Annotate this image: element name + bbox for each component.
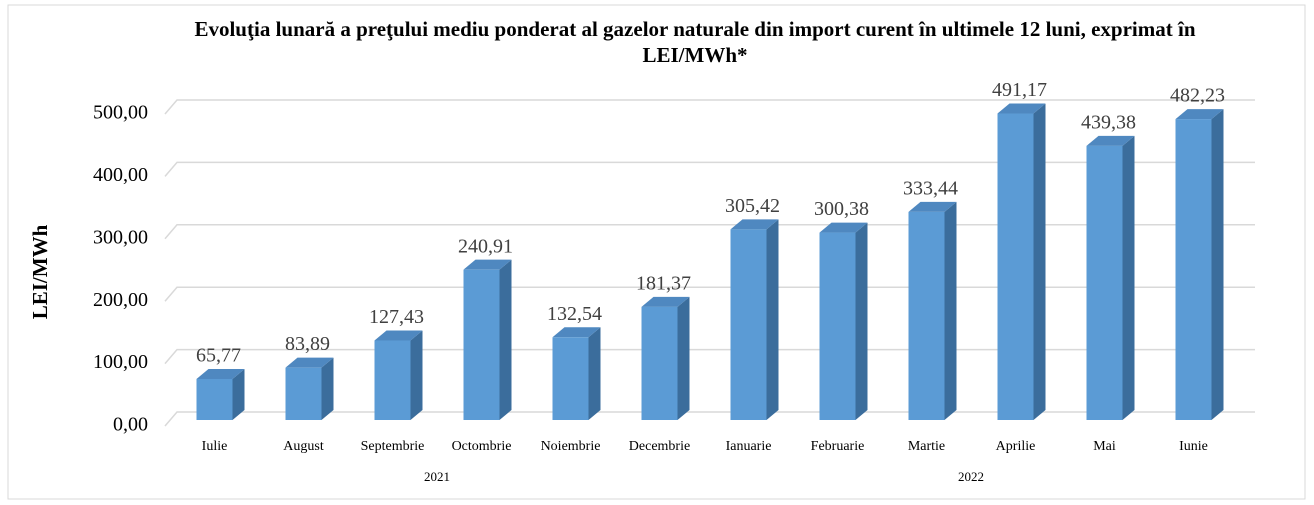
bar-side (321, 357, 334, 420)
bar-top (285, 357, 334, 368)
data-label: 65,77 (196, 345, 241, 367)
bar-side (944, 201, 957, 420)
y-tick-label: 500,00 (93, 102, 148, 124)
bar-top (997, 103, 1046, 114)
bar (196, 378, 233, 420)
chart-title: Evoluţia lunară a preţului mediu pondera… (194, 17, 1196, 67)
grid-line (164, 161, 1255, 177)
data-label: 181,37 (636, 272, 691, 294)
grid-line (164, 348, 1255, 365)
bar-side (766, 219, 779, 420)
bar-top (1175, 109, 1224, 120)
data-label: 83,89 (285, 333, 330, 355)
bar-side (1122, 135, 1135, 420)
data-label: 491,17 (992, 79, 1047, 101)
x-tick-label: Octombrie (452, 439, 512, 454)
bar (1086, 145, 1123, 420)
bar (997, 113, 1034, 420)
y-tick-label: 300,00 (93, 226, 148, 248)
x-tick-label: Iulie (202, 439, 228, 454)
x-tick-label: Martie (908, 439, 945, 454)
bar-top (374, 330, 423, 341)
grid-line (164, 224, 1255, 240)
y-tick-label: 100,00 (93, 351, 148, 373)
bar-top (730, 219, 779, 230)
data-label: 240,91 (458, 235, 513, 257)
data-label: 482,23 (1170, 85, 1225, 107)
bar-side (588, 327, 601, 420)
data-label: 305,42 (725, 195, 780, 217)
bar-side (232, 368, 245, 420)
y-tick-label: 0,00 (113, 414, 148, 436)
bar (285, 367, 322, 420)
bar-top (641, 296, 690, 307)
bar-side (499, 259, 512, 420)
bar (463, 269, 500, 420)
bar-top (463, 259, 512, 270)
y-tick-label: 400,00 (93, 164, 148, 186)
bar-top (908, 201, 957, 212)
x-tick-label: Mai (1093, 439, 1116, 454)
bar-side (855, 222, 868, 420)
x-group-label: 2021 (424, 469, 450, 484)
bar (552, 337, 589, 420)
bar (730, 229, 767, 420)
x-tick-label: Februarie (811, 439, 865, 454)
grid-line (164, 99, 1255, 115)
bar (908, 211, 945, 420)
bar-top (819, 222, 868, 233)
bar (819, 232, 856, 420)
x-tick-label: August (283, 439, 324, 454)
bar-side (410, 330, 423, 420)
bar-side (1033, 103, 1046, 420)
data-label: 132,54 (547, 303, 602, 325)
bar (641, 306, 678, 420)
grid-line (164, 286, 1255, 302)
bar (1175, 119, 1212, 421)
x-tick-label: Septembrie (361, 439, 425, 454)
data-label: 300,38 (814, 198, 869, 220)
data-label: 439,38 (1081, 111, 1136, 133)
grid-line (164, 411, 1255, 427)
bar-side (677, 296, 690, 420)
bar-top (1086, 135, 1135, 146)
x-tick-label: Ianuarie (726, 439, 772, 454)
x-tick-label: Iunie (1179, 439, 1208, 454)
x-tick-label: Aprilie (996, 439, 1036, 454)
x-tick-label: Decembrie (629, 439, 690, 454)
bar-top (196, 368, 245, 379)
x-tick-label: Noiembrie (541, 439, 601, 454)
bar-side (1211, 109, 1224, 421)
x-group-label: 2022 (958, 469, 984, 484)
bar-top (552, 327, 601, 338)
data-label: 127,43 (369, 306, 424, 328)
data-label: 333,44 (903, 178, 958, 200)
y-axis-title: LEI/MWh (28, 224, 52, 319)
y-tick-label: 200,00 (93, 289, 148, 311)
bar (374, 340, 411, 420)
